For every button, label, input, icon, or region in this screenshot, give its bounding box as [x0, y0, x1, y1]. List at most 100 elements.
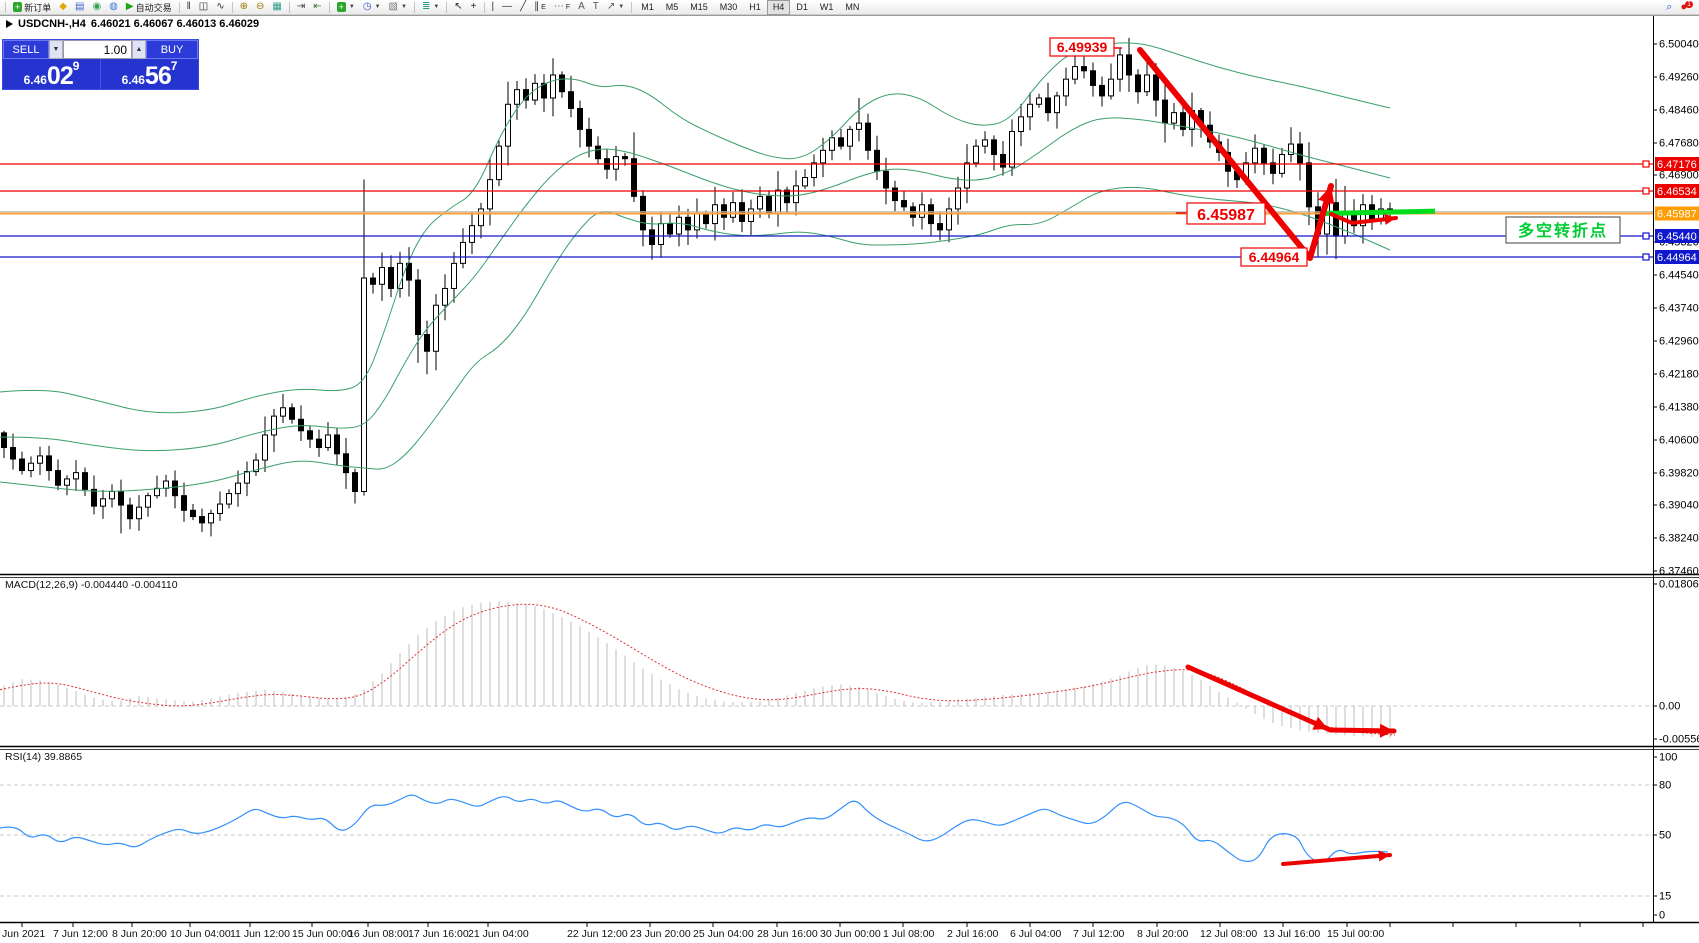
indicator-list-button[interactable]: ≣ ▼: [418, 0, 443, 15]
green-highlight-bar[interactable]: [1323, 208, 1436, 216]
candle-body: [271, 415, 277, 436]
volume-increment-button[interactable]: ▲: [132, 40, 146, 59]
red-trend-arrow[interactable]: [1137, 47, 1334, 261]
search-button[interactable]: ⌕: [1662, 0, 1676, 15]
candle-body: [883, 170, 889, 189]
candle-body: [64, 478, 70, 486]
cursor-tool-button[interactable]: ↖: [450, 0, 466, 15]
candle-body: [217, 503, 223, 514]
red-arrowhead[interactable]: [1384, 213, 1396, 225]
timeframe-button-h4[interactable]: H4: [766, 0, 791, 15]
red-arrowhead[interactable]: [1379, 723, 1394, 738]
price-line-handle[interactable]: [1642, 253, 1650, 261]
time-axis-label: 23 Jun 20:00: [630, 928, 691, 940]
annotation-price-label: 6.44964: [1249, 249, 1300, 265]
auto-scroll-button[interactable]: ⇤: [309, 0, 325, 15]
timeframe-button-m15[interactable]: M15: [690, 2, 708, 12]
red-arrowhead[interactable]: [1312, 716, 1328, 730]
candle-body: [406, 262, 412, 281]
buy-price[interactable]: 6.46 56 7: [101, 59, 198, 89]
price-line-badge: [1655, 184, 1699, 198]
rsi-tick-label: 80: [1659, 780, 1671, 792]
arrow-object-icon: ↗: [606, 1, 616, 12]
timeframe-button-m1[interactable]: M1: [641, 2, 654, 12]
candle-body: [892, 187, 898, 202]
volume-input[interactable]: 1.00: [63, 40, 132, 59]
time-axis-label: 21 Jun 04:00: [468, 928, 529, 940]
add-indicator-button[interactable]: + ▼: [333, 0, 359, 15]
fibonacci-tool-button[interactable]: ⋯ F: [550, 0, 574, 15]
timeframe-button-m5[interactable]: M5: [665, 2, 679, 12]
vline-tool-button[interactable]: |: [488, 0, 499, 15]
candle-body: [163, 480, 169, 489]
buy-button[interactable]: BUY: [146, 40, 198, 59]
bar-chart-mode-button[interactable]: ‖: [183, 0, 195, 15]
sell-price-pips: 02: [46, 62, 74, 90]
trendline-icon: ╱: [520, 1, 527, 12]
zoom-in-button[interactable]: ⊕: [236, 0, 252, 15]
market-watch-button[interactable]: ◆: [55, 0, 71, 15]
timeframe-button-w1[interactable]: W1: [819, 2, 834, 12]
template-button[interactable]: ▧ ▼: [385, 0, 411, 15]
arrows-tool-button[interactable]: ↗ ▼: [603, 0, 628, 15]
candle-body: [595, 145, 601, 160]
annotation-price-label-box[interactable]: [1186, 202, 1266, 225]
sell-price[interactable]: 6.46 02 9: [3, 59, 101, 89]
navigator-button[interactable]: ▤: [71, 0, 88, 15]
time-axis-label: 15 Jun 00:00: [292, 928, 353, 940]
annotation-price-label: 6.49939: [1057, 39, 1108, 55]
price-line-handle[interactable]: [1642, 232, 1650, 240]
timeframe-button-d1[interactable]: D1: [796, 2, 808, 12]
annotation-price-label-box[interactable]: [1049, 37, 1115, 57]
tile-windows-button[interactable]: ▦: [268, 0, 285, 15]
hline-tool-button[interactable]: —: [498, 0, 516, 15]
line-chart-mode-button[interactable]: ∿: [212, 0, 228, 15]
red-arrowhead[interactable]: [1378, 850, 1390, 862]
trendline-tool-button[interactable]: ╱: [516, 0, 530, 15]
candle-body: [757, 195, 763, 210]
timeframe-button-mn[interactable]: MN: [845, 2, 860, 12]
timeframe-button-m30[interactable]: M30: [719, 2, 738, 12]
toolbar-separator: [446, 1, 448, 13]
chart-shift-button[interactable]: ⇥: [293, 0, 309, 15]
search-icon: ⌕: [1666, 1, 1673, 13]
candle-body: [208, 512, 214, 524]
volume-decrement-button[interactable]: ▼: [49, 40, 63, 59]
red-trend-arrow[interactable]: [1329, 212, 1398, 225]
new-order-button[interactable]: + 新订单: [9, 0, 55, 15]
zoom-out-button[interactable]: ⊖: [252, 0, 268, 15]
macd-indicator-label: MACD(12,26,9) -0.004440 -0.004110: [5, 579, 178, 591]
annotation-price-label-box[interactable]: [1240, 247, 1308, 267]
red-arrowhead[interactable]: [1318, 186, 1335, 205]
candle-body: [379, 267, 385, 285]
candle-chart-mode-button[interactable]: ◫: [195, 0, 212, 15]
timeframe-button-h1[interactable]: H1: [749, 2, 761, 12]
radar-icon: ◉: [92, 1, 102, 12]
zoom-in-icon: ⊕: [239, 1, 248, 12]
candle-body: [1342, 212, 1348, 237]
ohlc-bars-icon: ‖: [186, 1, 191, 12]
text-tool-button[interactable]: A: [574, 0, 589, 15]
annotation-note-box[interactable]: [1505, 216, 1621, 244]
crosshair-icon: +: [470, 1, 477, 12]
candle-body: [568, 91, 574, 109]
sell-button[interactable]: SELL: [3, 40, 49, 59]
channel-tool-button[interactable]: ∥ E: [530, 0, 550, 15]
red-trend-arrow[interactable]: [1281, 853, 1392, 866]
periods-button[interactable]: ◷ ▼: [359, 0, 385, 15]
autotrade-button[interactable]: ▶ 自动交易: [122, 0, 176, 15]
label-tool-button[interactable]: T: [589, 0, 603, 15]
notification-button[interactable]: ● 1: [1676, 0, 1697, 15]
candle-body: [181, 495, 187, 511]
chart-background: [0, 15, 1699, 943]
price-line-handle[interactable]: [1642, 187, 1650, 195]
community-button[interactable]: ◍: [105, 0, 122, 15]
price-tick-label: 6.50040: [1659, 39, 1699, 51]
strategy-tester-button[interactable]: ◉: [88, 0, 105, 15]
time-axis-label: 6 Jul 04:00: [1010, 928, 1062, 940]
crosshair-tool-button[interactable]: +: [467, 0, 481, 15]
red-trend-arrow[interactable]: [1185, 664, 1331, 732]
candle-body: [55, 470, 61, 486]
price-line-handle[interactable]: [1642, 160, 1650, 168]
